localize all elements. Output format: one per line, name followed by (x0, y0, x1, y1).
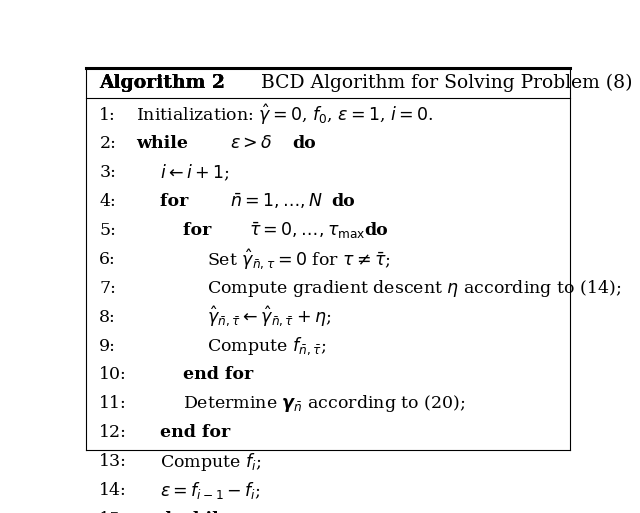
Text: $\bar{\tau} = 0, \ldots, \tau_{\mathrm{max}}$: $\bar{\tau} = 0, \ldots, \tau_{\mathrm{m… (249, 220, 366, 241)
Text: 11:: 11: (99, 396, 127, 412)
Text: Compute gradient descent $\eta$ according to (14);: Compute gradient descent $\eta$ accordin… (207, 278, 621, 299)
Text: $\bar{n} = 1, \ldots, N$: $\bar{n} = 1, \ldots, N$ (230, 192, 324, 211)
Text: 4:: 4: (99, 193, 116, 210)
Text: 15:: 15: (99, 511, 127, 513)
Text: Algorithm 2: Algorithm 2 (99, 74, 225, 92)
Text: Compute $f_{\bar{n},\bar{\tau}}$;: Compute $f_{\bar{n},\bar{\tau}}$; (207, 335, 326, 357)
Text: 7:: 7: (99, 280, 116, 297)
Text: $\epsilon = f_{i-1} - f_i$;: $\epsilon = f_{i-1} - f_i$; (159, 480, 260, 501)
Text: 5:: 5: (99, 222, 116, 239)
Text: $\epsilon > \delta$: $\epsilon > \delta$ (230, 135, 274, 152)
Text: 10:: 10: (99, 366, 127, 383)
Text: do: do (292, 135, 316, 152)
Text: 8:: 8: (99, 309, 116, 326)
Text: $\hat{\gamma}_{\bar{n},\bar{\tau}} \leftarrow \hat{\gamma}_{\bar{n},\bar{\tau}} : $\hat{\gamma}_{\bar{n},\bar{\tau}} \left… (207, 305, 332, 329)
Text: end for: end for (159, 424, 230, 441)
Text: for: for (183, 222, 218, 239)
Text: $i \leftarrow i + 1$;: $i \leftarrow i + 1$; (159, 163, 229, 183)
Text: Compute $f_i$;: Compute $f_i$; (159, 450, 261, 472)
Text: 1:: 1: (99, 107, 116, 124)
Text: do: do (331, 193, 355, 210)
Text: 9:: 9: (99, 338, 116, 354)
Text: end for: end for (183, 366, 253, 383)
Text: do: do (364, 222, 388, 239)
Text: Determine $\boldsymbol{\gamma}_{\bar{n}}$ according to (20);: Determine $\boldsymbol{\gamma}_{\bar{n}}… (183, 393, 466, 415)
Text: while: while (136, 135, 194, 152)
Text: 2:: 2: (99, 135, 116, 152)
Text: BCD Algorithm for Solving Problem (8): BCD Algorithm for Solving Problem (8) (255, 74, 632, 92)
Text: 6:: 6: (99, 251, 116, 268)
Text: 3:: 3: (99, 164, 116, 181)
Text: for: for (159, 193, 194, 210)
Text: Set $\hat{\gamma}_{\bar{n},\tau} = 0$ for $\tau \neq \bar{\tau}$;: Set $\hat{\gamma}_{\bar{n},\tau} = 0$ fo… (207, 247, 391, 271)
Text: Algorithm 2: Algorithm 2 (99, 74, 225, 92)
Text: 12:: 12: (99, 424, 127, 441)
Text: Algorithm 2: Algorithm 2 (99, 74, 225, 92)
Text: 13:: 13: (99, 453, 127, 470)
Text: end while: end while (136, 511, 230, 513)
Text: Initialization: $\hat{\gamma} = 0$, $f_0$, $\epsilon = 1$, $i = 0$.: Initialization: $\hat{\gamma} = 0$, $f_0… (136, 103, 434, 127)
Text: 14:: 14: (99, 482, 127, 499)
